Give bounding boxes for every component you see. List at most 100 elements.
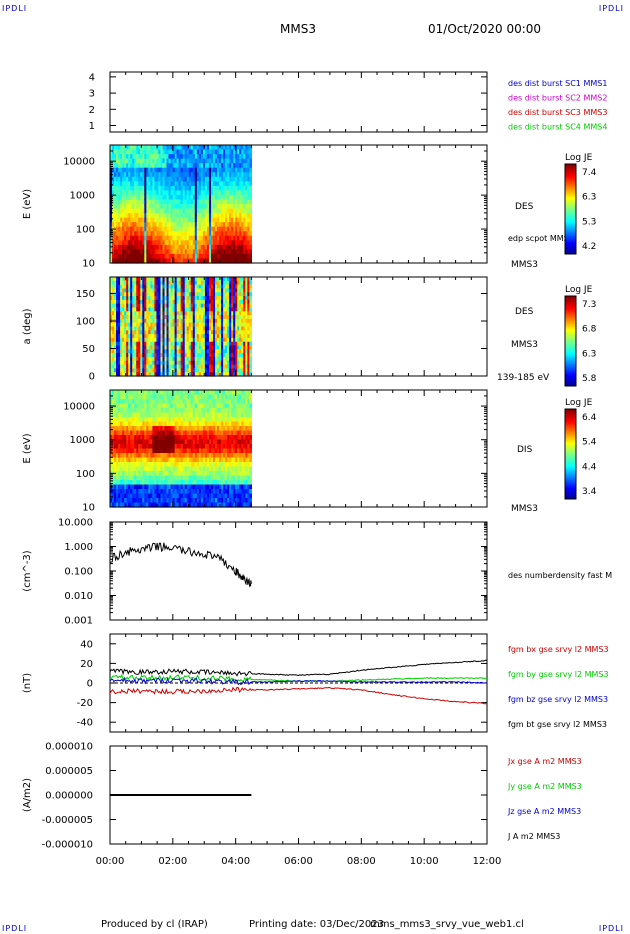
spectrogram-cell bbox=[243, 204, 246, 210]
spectrogram-cell bbox=[156, 430, 160, 436]
spectrogram-cell bbox=[144, 311, 147, 316]
spectrogram-cell bbox=[132, 364, 135, 369]
spectrogram-cell bbox=[192, 213, 196, 219]
spectrogram-cell bbox=[130, 444, 133, 450]
spectrogram-cell bbox=[192, 284, 196, 290]
spectrogram-cell bbox=[132, 484, 135, 490]
spectrogram-cell bbox=[146, 277, 149, 282]
spectrogram-cell bbox=[202, 240, 206, 246]
spectrogram-cell bbox=[136, 349, 139, 354]
spectrogram-cell bbox=[170, 217, 174, 223]
spectrogram-cell bbox=[237, 204, 240, 210]
spectrogram-cell bbox=[178, 326, 182, 331]
spectrogram-cell bbox=[180, 457, 184, 463]
spectrogram-cell bbox=[160, 349, 164, 354]
spectrogram-cell bbox=[114, 311, 117, 316]
spectrogram-cell bbox=[126, 498, 129, 504]
spectrogram-cell bbox=[249, 208, 252, 214]
spectrogram-cell bbox=[215, 235, 218, 241]
spectrogram-cell bbox=[196, 208, 200, 214]
spectrogram-cell bbox=[166, 484, 170, 490]
spectrogram-cell bbox=[112, 149, 115, 155]
spectrogram-cell bbox=[162, 462, 166, 468]
spectrogram-cell bbox=[120, 176, 123, 182]
spectrogram-cell bbox=[229, 356, 232, 362]
spectrogram-cell bbox=[190, 466, 194, 472]
spectrogram-cell bbox=[194, 489, 198, 495]
spectrogram-cell bbox=[130, 190, 133, 196]
spectrogram-cell bbox=[206, 356, 210, 362]
spectrogram-cell bbox=[138, 280, 141, 286]
spectrogram-cell bbox=[225, 315, 228, 320]
spectrogram-cell bbox=[178, 471, 182, 477]
spectrogram-cell bbox=[172, 408, 176, 414]
spectrogram-cell bbox=[225, 296, 228, 301]
spectrogram-cell bbox=[206, 466, 210, 472]
spectrogram-cell bbox=[213, 222, 216, 228]
spectrogram-cell bbox=[168, 430, 172, 436]
spectrogram-cell bbox=[166, 208, 170, 214]
spectrogram-cell bbox=[166, 349, 170, 354]
spectrogram-cell bbox=[198, 190, 202, 196]
spectrogram-cell bbox=[190, 176, 194, 182]
spectrogram-cell bbox=[172, 435, 176, 441]
spectrogram-cell bbox=[196, 190, 200, 196]
spectrogram-cell bbox=[213, 199, 216, 205]
spectrogram-cell bbox=[178, 399, 182, 405]
spectrogram-cell bbox=[112, 360, 115, 366]
spectrogram-cell bbox=[206, 448, 210, 454]
spectrogram-cell bbox=[144, 435, 147, 441]
spectrogram-cell bbox=[134, 145, 137, 151]
spectrogram-cell bbox=[148, 430, 151, 436]
spectrogram-cell bbox=[128, 412, 131, 418]
spectrogram-cell bbox=[210, 349, 214, 354]
spectrogram-cell bbox=[132, 444, 135, 450]
spectrogram-cell bbox=[146, 484, 149, 490]
spectrogram-cell bbox=[132, 217, 135, 223]
spectrogram-cell bbox=[206, 145, 210, 151]
spectrogram-cell bbox=[122, 462, 125, 468]
spectrogram-cell bbox=[164, 213, 168, 219]
spectrogram-cell bbox=[182, 334, 186, 339]
spectrogram-cell bbox=[122, 249, 125, 255]
spectrogram-cell bbox=[138, 240, 141, 246]
spectrogram-cell bbox=[233, 330, 236, 335]
spectrogram-cell bbox=[174, 315, 178, 320]
spectrogram-cell bbox=[190, 480, 194, 486]
spectrogram-cell bbox=[233, 364, 236, 369]
spectrogram-cell bbox=[180, 444, 184, 450]
spectrogram-cell bbox=[120, 181, 123, 187]
spectrogram-cell bbox=[188, 426, 192, 432]
spectrogram-cell bbox=[176, 498, 180, 504]
spectrogram-cell bbox=[170, 421, 174, 427]
spectrogram-cell bbox=[229, 288, 232, 293]
spectrogram-cell bbox=[170, 326, 174, 331]
spectrogram-cell bbox=[128, 167, 131, 173]
spectrogram-cell bbox=[138, 421, 141, 427]
spectrogram-cell bbox=[122, 292, 125, 297]
spectrogram-cell bbox=[235, 258, 238, 264]
spectrogram-cell bbox=[150, 360, 154, 366]
spectrogram-cell bbox=[206, 217, 210, 223]
spectrogram-cell bbox=[213, 296, 216, 301]
spectrogram-cell bbox=[192, 353, 196, 358]
spectrogram-cell bbox=[239, 360, 242, 366]
spectrogram-cell bbox=[180, 235, 184, 241]
spectrogram-cell bbox=[196, 435, 200, 441]
spectrogram-cell bbox=[184, 292, 188, 297]
spectrogram-cell bbox=[237, 149, 240, 155]
spectrogram-cell bbox=[158, 185, 162, 191]
spectrogram-cell bbox=[114, 149, 117, 155]
spectrogram-cell bbox=[227, 217, 230, 223]
spectrogram-cell bbox=[172, 303, 176, 309]
spectrogram-cell bbox=[188, 337, 192, 343]
spectrogram-cell bbox=[138, 399, 141, 405]
spectrogram-cell bbox=[202, 190, 206, 196]
spectrogram-cell bbox=[136, 403, 139, 409]
spectrogram-cell bbox=[210, 204, 214, 210]
spectrogram-cell bbox=[166, 326, 170, 331]
spectrogram-cell bbox=[188, 311, 192, 316]
spectrogram-cell bbox=[158, 466, 162, 472]
spectrogram-cell bbox=[158, 163, 162, 169]
spectrogram-cell bbox=[249, 372, 252, 377]
